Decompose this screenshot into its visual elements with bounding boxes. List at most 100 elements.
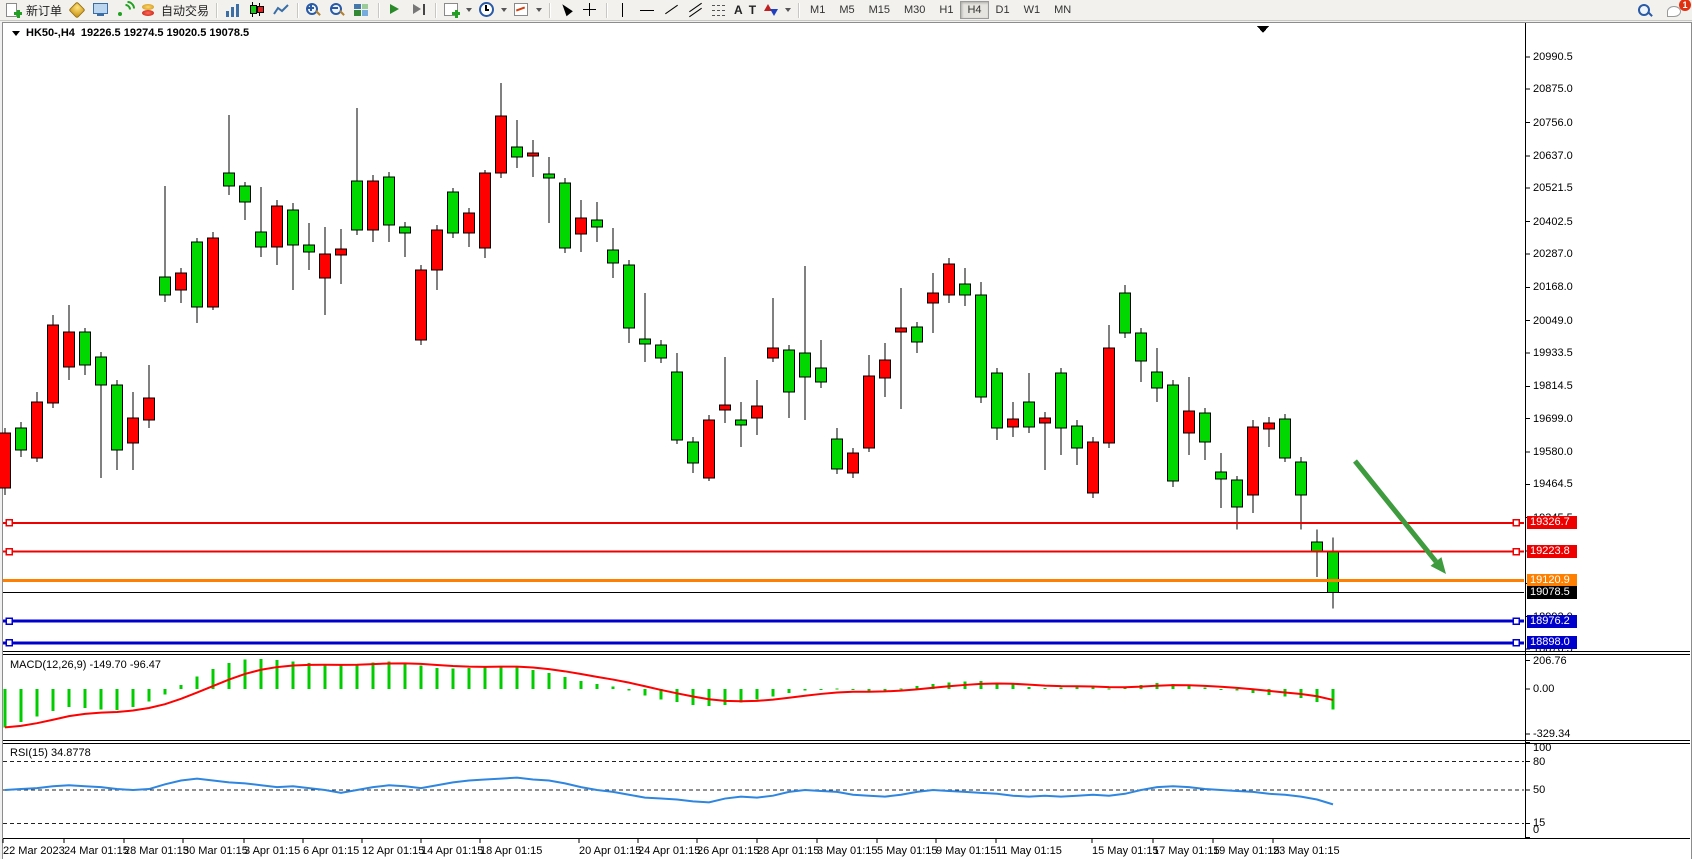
candle-body	[895, 327, 907, 333]
auto-scroll-button[interactable]	[383, 1, 407, 20]
macd-histogram-bar	[755, 689, 759, 700]
tab-timeframe-h1[interactable]: H1	[932, 1, 960, 19]
candle-body	[223, 172, 235, 187]
candle-body	[1119, 292, 1131, 334]
terminal-button[interactable]	[89, 1, 113, 20]
macd-histogram-bar	[867, 689, 871, 692]
candle-body	[1135, 332, 1147, 362]
macd-histogram-bar	[1187, 685, 1191, 689]
candle-body	[399, 226, 411, 234]
candle-body	[703, 419, 715, 479]
candle-body	[127, 417, 139, 444]
macd-histogram-bar	[787, 689, 791, 693]
macd-histogram-bar	[211, 669, 215, 689]
macd-histogram-bar	[3, 689, 7, 728]
vertical-line-tool-button[interactable]	[611, 1, 635, 20]
macd-histogram-bar	[883, 689, 887, 691]
macd-histogram-bar	[35, 689, 39, 717]
templates-button[interactable]	[510, 1, 545, 20]
candle-body	[79, 331, 91, 366]
candle-body	[351, 180, 363, 231]
candle-body	[303, 244, 315, 253]
separator	[549, 2, 551, 18]
tab-timeframe-m15[interactable]: M15	[862, 1, 897, 19]
candle-chart-icon	[248, 2, 266, 18]
candle-body	[607, 249, 619, 264]
tab-timeframe-h4[interactable]: H4	[960, 1, 989, 19]
macd-histogram-bar	[675, 689, 679, 703]
candle-body	[655, 344, 667, 359]
candle-body	[47, 324, 59, 404]
hline-handle	[5, 639, 13, 647]
crosshair-tool-button[interactable]	[578, 1, 602, 20]
candle-body	[495, 115, 507, 174]
macd-histogram-bar	[387, 661, 391, 689]
autotrade-button[interactable]: 自动交易	[137, 1, 212, 20]
tab-timeframe-mn[interactable]: MN	[1047, 1, 1078, 19]
macd-histogram-bar	[1267, 689, 1271, 696]
macd-histogram-bar	[275, 660, 279, 689]
horizontal-line-tool-button[interactable]	[635, 1, 659, 20]
macd-histogram-bar	[1235, 689, 1239, 691]
candle-body	[559, 182, 571, 249]
macd-histogram-bar	[915, 685, 919, 689]
label-tool-icon: T	[748, 3, 757, 17]
add-indicator-button[interactable]	[440, 1, 475, 20]
crosshair-icon	[581, 2, 599, 18]
chart-dropdown-icon[interactable]	[12, 30, 20, 36]
candle-body	[1231, 479, 1243, 508]
periods-button[interactable]	[475, 1, 510, 20]
zoom-in-button[interactable]	[302, 1, 326, 20]
candle-body	[1055, 372, 1067, 429]
fibonacci-icon	[710, 2, 728, 18]
notifications-button[interactable]: 1	[1664, 0, 1691, 20]
fibonacci-tool-button[interactable]	[707, 1, 731, 20]
clock-icon	[478, 2, 496, 18]
macd-histogram-bar	[627, 689, 631, 691]
line-chart-button[interactable]	[269, 1, 293, 20]
macd-histogram-bar	[227, 662, 231, 689]
macd-histogram-bar	[659, 689, 663, 700]
new-order-icon	[5, 2, 23, 18]
candle-body	[335, 248, 347, 256]
candle-body	[719, 404, 731, 411]
candle-body	[1279, 418, 1291, 459]
candle-body	[991, 372, 1003, 429]
candle-body	[239, 185, 251, 203]
macd-histogram-bar	[323, 664, 327, 689]
candle-body	[383, 176, 395, 226]
tab-timeframe-d1[interactable]: D1	[989, 1, 1017, 19]
monitor-icon	[92, 2, 110, 18]
separator	[435, 2, 437, 18]
candle-body	[143, 397, 155, 421]
bar-chart-button[interactable]	[221, 1, 245, 20]
tab-timeframe-w1[interactable]: W1	[1017, 1, 1048, 19]
chart-shift-button[interactable]	[407, 1, 431, 20]
search-button[interactable]	[1634, 1, 1658, 20]
candle-body	[15, 427, 27, 451]
template-icon	[513, 2, 531, 18]
text-tool-button[interactable]: A	[731, 1, 746, 20]
candle-body	[879, 359, 891, 379]
arrows-tool-button[interactable]	[759, 1, 794, 20]
tab-timeframe-m5[interactable]: M5	[832, 1, 861, 19]
macd-histogram-bar	[1043, 688, 1047, 690]
macd-histogram-bar	[579, 680, 583, 689]
new-order-button[interactable]: 新订单	[2, 1, 65, 20]
tile-windows-button[interactable]	[350, 1, 374, 20]
macd-histogram-bar	[931, 683, 935, 689]
signals-button[interactable]	[113, 0, 139, 20]
candle-chart-button[interactable]	[245, 1, 269, 20]
candle-body	[1199, 412, 1211, 443]
chevron-down-icon	[785, 8, 792, 12]
zoom-out-button[interactable]	[326, 1, 350, 20]
separator	[216, 2, 218, 18]
auto-scroll-icon	[386, 2, 404, 18]
macd-histogram-bar	[307, 662, 311, 689]
chart-window	[2, 22, 1692, 859]
tab-timeframe-m30[interactable]: M30	[897, 1, 932, 19]
label-tool-button[interactable]: T	[746, 1, 759, 20]
tab-timeframe-m1[interactable]: M1	[803, 1, 832, 19]
separator	[606, 2, 608, 18]
